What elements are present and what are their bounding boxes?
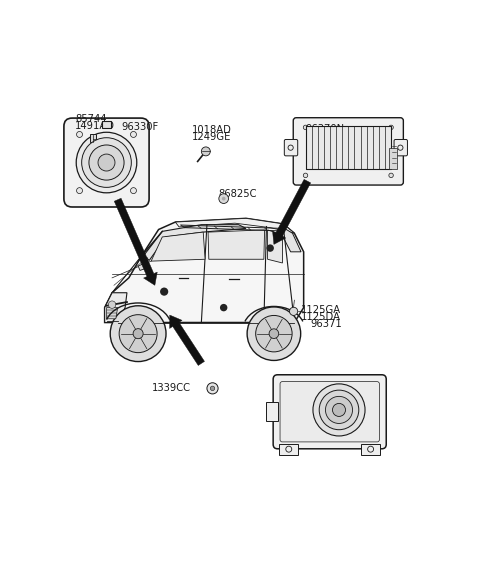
Bar <box>266 403 278 421</box>
Circle shape <box>266 244 274 252</box>
Bar <box>389 147 397 169</box>
Circle shape <box>333 403 346 416</box>
Circle shape <box>133 329 143 339</box>
Circle shape <box>319 390 359 430</box>
Circle shape <box>303 173 308 177</box>
FancyBboxPatch shape <box>64 118 149 207</box>
FancyBboxPatch shape <box>293 118 403 185</box>
Text: 1249GE: 1249GE <box>192 132 231 142</box>
Polygon shape <box>105 218 304 323</box>
Circle shape <box>160 287 168 295</box>
Text: 1491AD: 1491AD <box>75 121 115 131</box>
FancyBboxPatch shape <box>273 375 386 449</box>
FancyBboxPatch shape <box>280 382 379 442</box>
Circle shape <box>289 307 298 316</box>
Text: 86825C: 86825C <box>218 188 257 199</box>
Circle shape <box>389 125 393 130</box>
Bar <box>279 444 298 454</box>
Polygon shape <box>151 232 205 261</box>
Bar <box>90 134 96 142</box>
Circle shape <box>110 306 166 362</box>
Polygon shape <box>273 179 311 244</box>
Circle shape <box>76 188 83 194</box>
Bar <box>102 122 111 128</box>
Circle shape <box>210 386 215 391</box>
Text: 85744: 85744 <box>75 114 107 124</box>
Text: 1339CC: 1339CC <box>152 383 191 393</box>
Circle shape <box>325 396 352 423</box>
Circle shape <box>82 138 132 187</box>
Polygon shape <box>105 293 127 323</box>
Polygon shape <box>169 315 204 365</box>
Circle shape <box>202 147 210 156</box>
Circle shape <box>119 314 157 353</box>
Circle shape <box>247 307 300 361</box>
Circle shape <box>76 132 137 193</box>
Circle shape <box>222 197 226 200</box>
Circle shape <box>131 188 136 194</box>
Text: 96371: 96371 <box>310 319 342 329</box>
Polygon shape <box>208 230 264 259</box>
FancyBboxPatch shape <box>394 139 408 156</box>
Polygon shape <box>138 263 147 270</box>
Text: 96330F: 96330F <box>121 122 158 132</box>
Circle shape <box>219 194 228 203</box>
Text: 96370N: 96370N <box>305 124 345 134</box>
Polygon shape <box>175 218 294 233</box>
Circle shape <box>89 145 124 180</box>
Circle shape <box>207 383 218 394</box>
Polygon shape <box>114 198 157 285</box>
Circle shape <box>108 301 116 308</box>
Text: 1125GA: 1125GA <box>301 305 341 315</box>
Circle shape <box>389 173 393 177</box>
Circle shape <box>256 316 292 352</box>
Polygon shape <box>281 226 301 252</box>
Text: 1125DA: 1125DA <box>301 312 341 322</box>
Text: 1018AD: 1018AD <box>192 126 232 135</box>
Circle shape <box>98 154 115 171</box>
Circle shape <box>131 131 136 138</box>
Circle shape <box>313 384 365 436</box>
FancyBboxPatch shape <box>284 139 298 156</box>
Polygon shape <box>144 225 246 260</box>
Circle shape <box>303 125 308 130</box>
Bar <box>361 444 380 454</box>
Bar <box>305 126 391 169</box>
Circle shape <box>220 304 228 312</box>
Polygon shape <box>267 230 282 263</box>
Circle shape <box>269 329 279 339</box>
Circle shape <box>76 131 83 138</box>
Polygon shape <box>107 308 118 319</box>
